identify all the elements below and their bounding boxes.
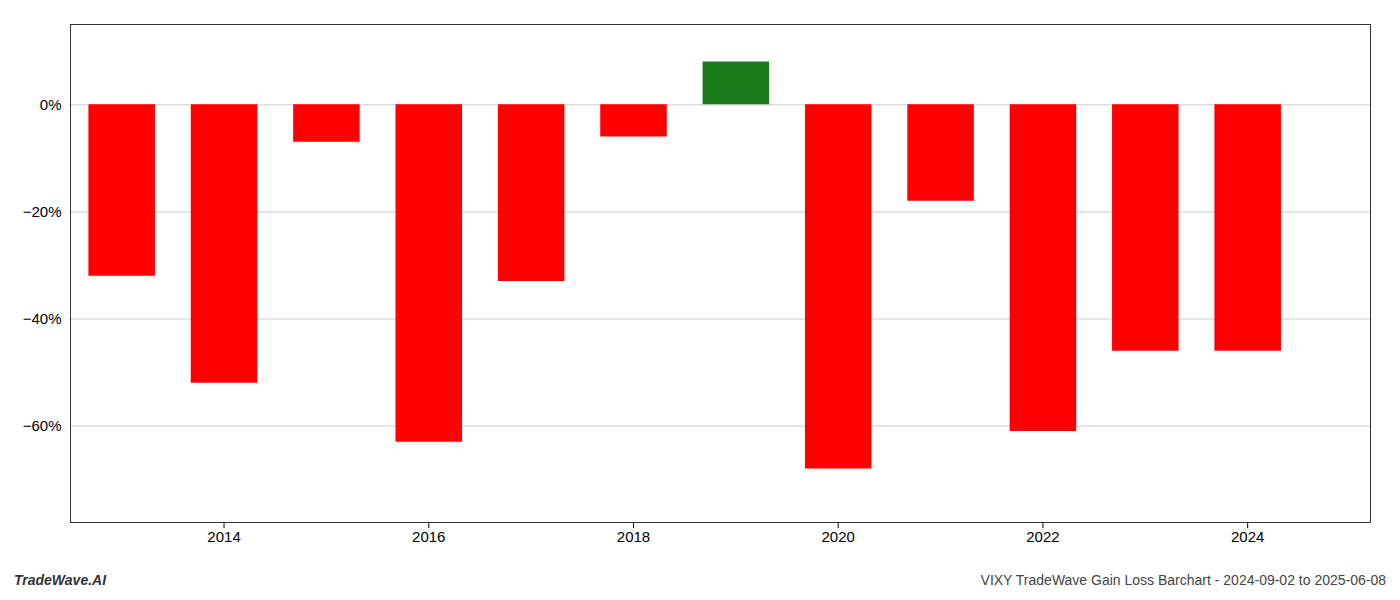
svg-text:2024: 2024 — [1231, 528, 1264, 545]
svg-text:2020: 2020 — [822, 528, 855, 545]
svg-text:0%: 0% — [40, 96, 62, 113]
svg-text:2016: 2016 — [412, 528, 445, 545]
svg-text:−20%: −20% — [23, 203, 62, 220]
html-text:VIXY TradeWave Gain Loss Barch: VIXY TradeWave Gain Loss Barchart - 2024… — [980, 572, 1386, 588]
svg-text:2014: 2014 — [207, 528, 240, 545]
svg-text:−40%: −40% — [23, 310, 62, 327]
svg-text:2018: 2018 — [617, 528, 650, 545]
svg-text:−60%: −60% — [23, 417, 62, 434]
html-text:TradeWave.AI: TradeWave.AI — [14, 572, 107, 588]
svg-text:2022: 2022 — [1026, 528, 1059, 545]
